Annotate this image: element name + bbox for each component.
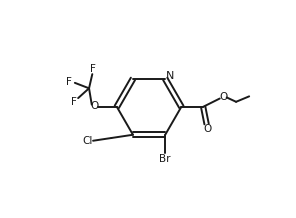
Text: F: F <box>91 64 96 74</box>
Text: N: N <box>166 71 174 81</box>
Text: O: O <box>220 92 228 102</box>
Text: O: O <box>90 101 99 111</box>
Text: O: O <box>204 124 212 134</box>
Text: Cl: Cl <box>83 136 93 146</box>
Text: F: F <box>67 77 72 87</box>
Text: Br: Br <box>160 154 171 164</box>
Text: F: F <box>71 97 77 107</box>
